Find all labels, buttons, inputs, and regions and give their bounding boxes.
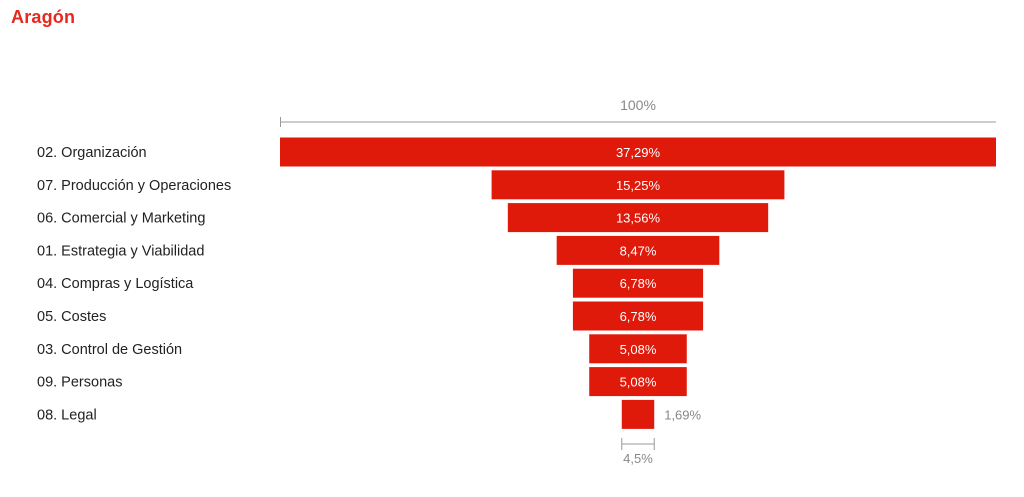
funnel-bar	[280, 137, 996, 167]
category-label: 07. Producción y Operaciones	[37, 178, 231, 194]
category-label: 04. Compras y Logística	[37, 276, 194, 292]
value-label: 6,78%	[620, 276, 657, 291]
category-label: 03. Control de Gestión	[37, 342, 182, 358]
category-label: 05. Costes	[37, 309, 106, 325]
value-label: 13,56%	[616, 211, 661, 226]
funnel-bar	[621, 399, 655, 429]
value-label: 6,78%	[620, 309, 657, 324]
scale-bottom-label: 4,5%	[623, 451, 653, 466]
value-label: 5,08%	[620, 375, 657, 390]
funnel-bar	[572, 301, 704, 331]
funnel-bar	[589, 334, 687, 364]
category-label: 01. Estrategia y Viabilidad	[37, 243, 204, 259]
category-label: 09. Personas	[37, 375, 122, 391]
funnel-bar	[572, 268, 704, 298]
category-label: 02. Organización	[37, 145, 147, 161]
value-label: 8,47%	[620, 243, 657, 258]
value-label: 37,29%	[616, 145, 661, 160]
category-label: 08. Legal	[37, 407, 97, 423]
value-label: 5,08%	[620, 342, 657, 357]
funnel-bar	[556, 235, 720, 265]
page-title: Aragón	[11, 7, 76, 27]
funnel-bar	[491, 170, 785, 200]
funnel-bar	[589, 367, 687, 397]
value-label: 15,25%	[616, 178, 661, 193]
value-label: 1,69%	[664, 407, 701, 422]
scale-top-label: 100%	[620, 97, 656, 113]
funnel-bar	[507, 203, 769, 233]
category-label: 06. Comercial y Marketing	[37, 211, 205, 227]
